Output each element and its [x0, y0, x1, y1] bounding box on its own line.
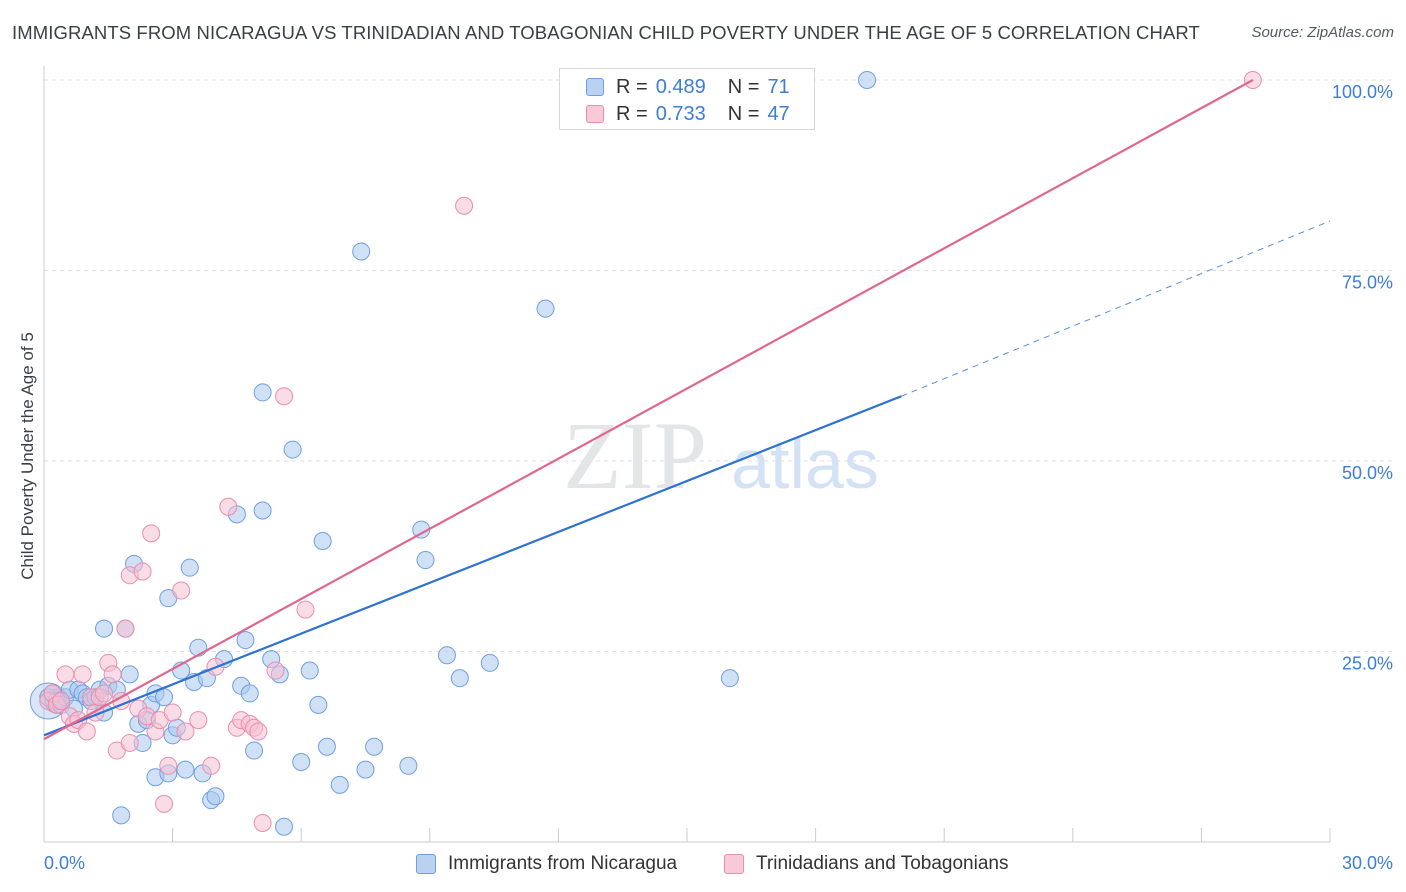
legend-row-trinidad: R = 0.733 N = 47: [586, 101, 790, 127]
legend-item-trinidad: Trinidadians and Tobagonians: [724, 850, 1008, 878]
legend-r-label: R =: [616, 102, 648, 125]
point-nicaragua: [356, 760, 375, 779]
y-tick-label: 50.0%: [1342, 463, 1393, 483]
point-nicaragua: [283, 440, 302, 459]
watermark-zip: ZIP: [563, 402, 707, 509]
tick-labels: 25.0% 50.0% 75.0% 100.0% 0.0% 30.0%: [44, 82, 1393, 873]
legend-n-value: 71: [767, 75, 790, 98]
point-nicaragua: [189, 638, 208, 657]
point-nicaragua: [95, 619, 114, 638]
point-trinidad: [52, 692, 71, 711]
correlation-legend: R = 0.489 N = 71 R = 0.733 N = 47: [559, 68, 815, 130]
chart-title: IMMIGRANTS FROM NICARAGUA VS TRINIDADIAN…: [12, 22, 1200, 43]
point-trinidad: [155, 794, 174, 813]
trendline-trinidad: [43, 79, 1254, 741]
legend-n-label: N =: [727, 102, 760, 125]
point-nicaragua: [416, 551, 435, 570]
point-nicaragua: [399, 756, 418, 775]
point-nicaragua: [313, 532, 332, 551]
legend-label-nicaragua: Immigrants from Nicaragua: [448, 853, 678, 874]
point-trinidad: [296, 600, 315, 619]
legend-n-value: 47: [767, 102, 790, 125]
point-trinidad: [103, 665, 122, 684]
point-nicaragua: [450, 669, 469, 688]
point-nicaragua: [253, 383, 272, 402]
point-trinidad: [202, 756, 221, 775]
point-nicaragua: [536, 299, 555, 318]
watermark-atlas: atlas: [731, 425, 879, 503]
point-trinidad: [249, 722, 268, 741]
point-trinidad: [189, 711, 208, 730]
point-nicaragua: [317, 737, 336, 756]
point-trinidad: [455, 196, 474, 215]
point-trinidad: [77, 722, 96, 741]
point-nicaragua: [240, 684, 259, 703]
point-nicaragua: [176, 760, 195, 779]
point-trinidad: [163, 703, 182, 722]
point-nicaragua: [300, 661, 319, 680]
legend-swatch-blue: [586, 78, 604, 96]
point-nicaragua: [206, 787, 225, 806]
legend-r-label: R =: [616, 75, 648, 98]
point-nicaragua: [365, 737, 384, 756]
point-nicaragua: [720, 669, 739, 688]
point-nicaragua: [112, 806, 131, 825]
legend-r-value: 0.733: [655, 102, 706, 125]
point-trinidad: [266, 661, 285, 680]
legend-n-label: N =: [727, 75, 760, 98]
point-nicaragua: [292, 752, 311, 771]
point-trinidad: [56, 665, 75, 684]
y-axis-label: Child Poverty Under the Age of 5: [18, 332, 37, 580]
point-nicaragua: [309, 695, 328, 714]
legend-swatch-blue: [416, 854, 436, 874]
point-trinidad: [120, 733, 139, 752]
point-nicaragua: [180, 558, 199, 577]
point-nicaragua: [253, 501, 272, 520]
legend-r-value: 0.489: [655, 75, 706, 98]
point-trinidad: [253, 813, 272, 832]
point-trinidad: [159, 756, 178, 775]
point-trinidad: [275, 387, 294, 406]
point-trinidad: [116, 619, 135, 638]
y-tick-label: 75.0%: [1342, 273, 1393, 293]
point-nicaragua: [437, 646, 456, 665]
point-nicaragua: [275, 817, 294, 836]
point-nicaragua: [352, 242, 371, 261]
source-credit: Source: ZipAtlas.com: [1251, 24, 1394, 41]
point-nicaragua: [236, 631, 255, 650]
trend-lines: [43, 79, 1331, 741]
x-tick-label-min: 0.0%: [44, 853, 85, 873]
point-trinidad: [95, 684, 114, 703]
point-trinidad: [73, 665, 92, 684]
grid-lines: [44, 79, 1392, 652]
point-nicaragua: [480, 653, 499, 672]
point-trinidad: [133, 562, 152, 581]
legend-label-trinidad: Trinidadians and Tobagonians: [756, 853, 1009, 874]
trendline-nicaragua-extension: [901, 220, 1331, 397]
y-tick-label: 100.0%: [1332, 82, 1393, 102]
legend-swatch-pink: [724, 854, 744, 874]
point-trinidad: [172, 581, 191, 600]
point-trinidad: [219, 497, 238, 516]
point-nicaragua: [120, 665, 139, 684]
legend-row-nicaragua: R = 0.489 N = 71: [586, 74, 790, 100]
axes: [43, 66, 1331, 843]
point-nicaragua: [245, 741, 264, 760]
x-tick-label-max: 30.0%: [1342, 853, 1393, 873]
y-tick-label: 25.0%: [1342, 654, 1393, 674]
point-nicaragua: [330, 775, 349, 794]
point-trinidad: [176, 722, 195, 741]
point-trinidad: [142, 524, 161, 543]
point-nicaragua: [858, 71, 877, 89]
data-points: [29, 71, 1262, 836]
legend-swatch-pink: [586, 105, 604, 123]
legend-item-nicaragua: Immigrants from Nicaragua: [416, 850, 677, 878]
trendline-nicaragua: [43, 395, 902, 737]
